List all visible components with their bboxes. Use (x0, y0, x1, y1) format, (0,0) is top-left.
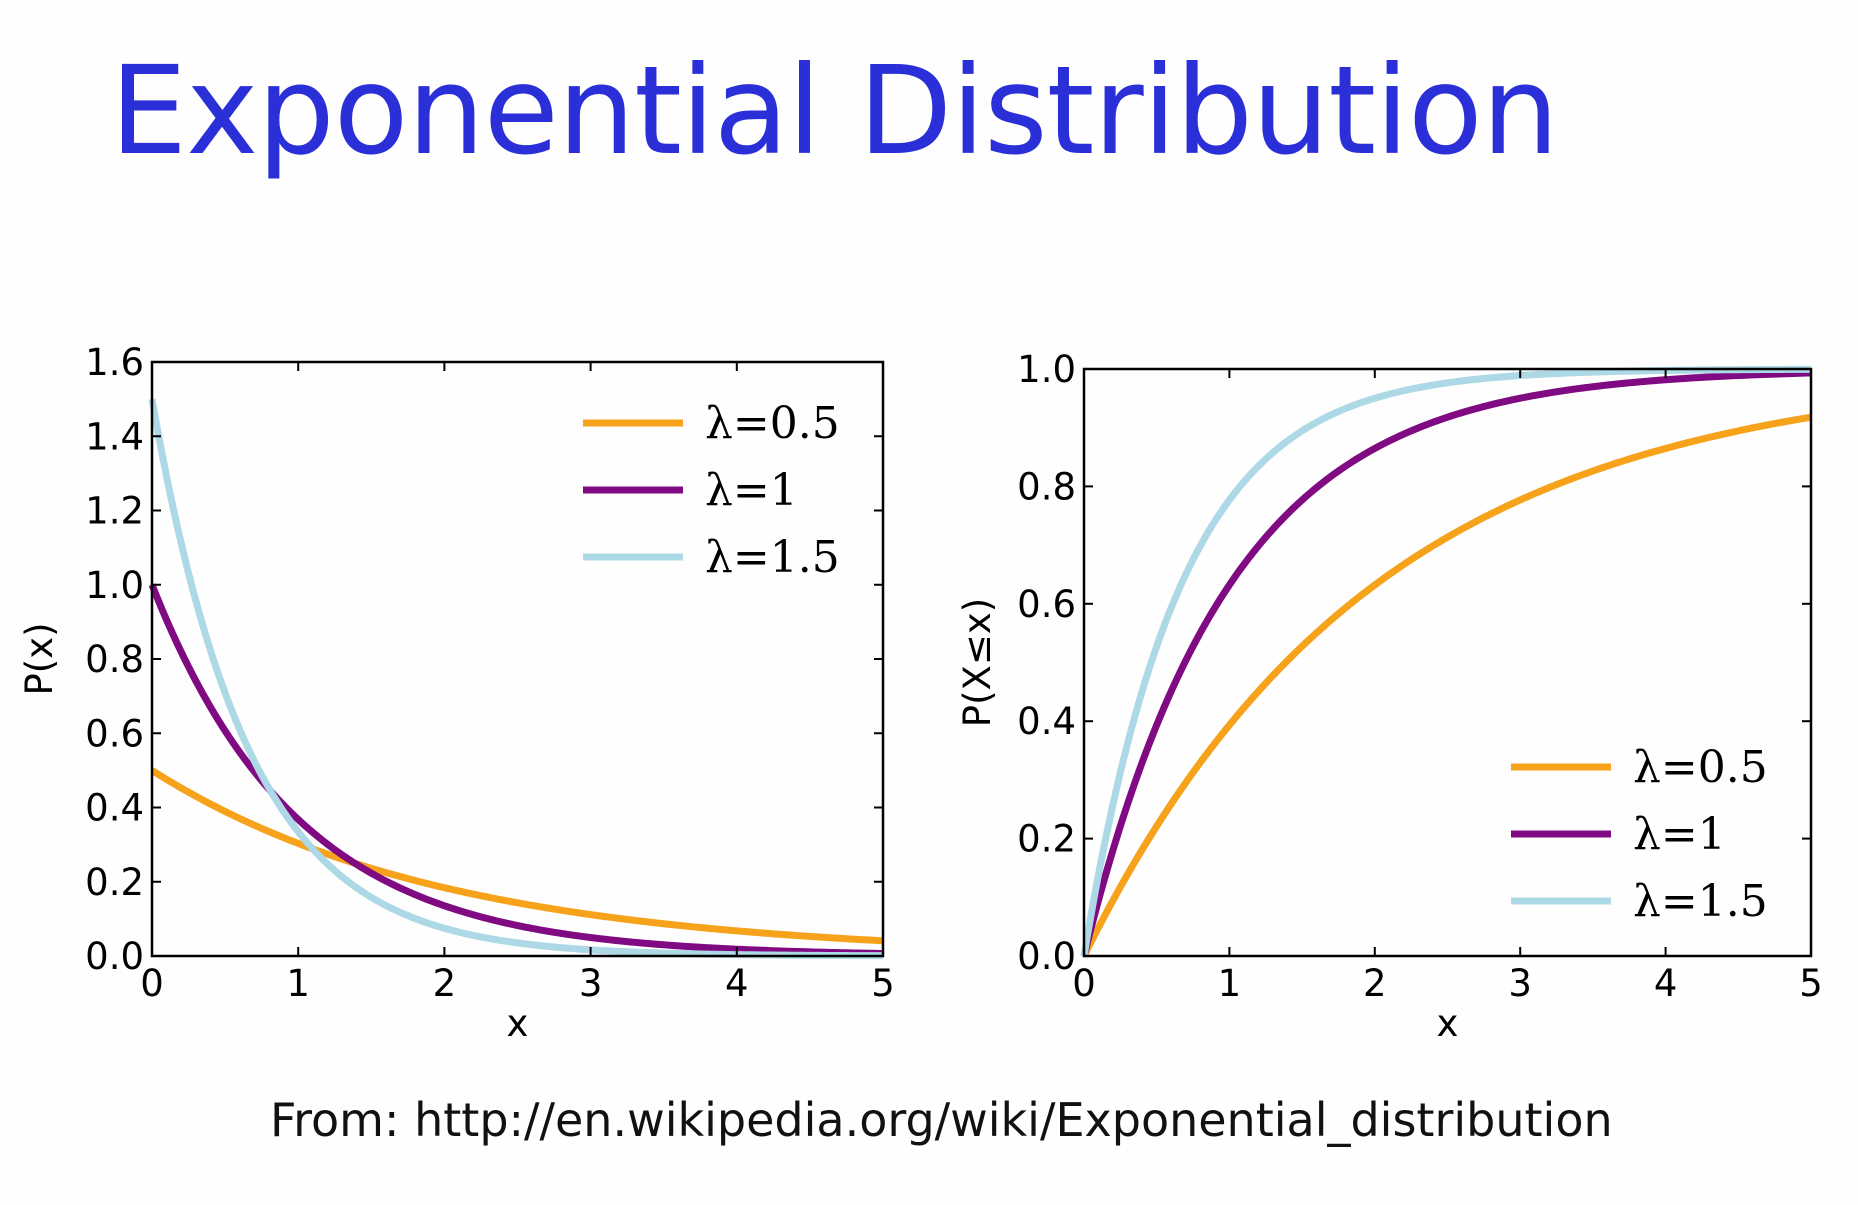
y-tick-label: 0.2 (85, 861, 144, 904)
y-tick-label: 0.8 (85, 638, 144, 681)
legend-label: λ=1.5 (705, 532, 840, 583)
y-tick-label: 0.0 (85, 935, 144, 978)
series-line-2-3 (1080, 365, 1812, 957)
x-tick-label: 1 (1218, 962, 1242, 1005)
x-tick-label: 0 (1072, 962, 1096, 1005)
x-tick-label: 2 (433, 962, 457, 1005)
x-axis-label: x (1437, 1002, 1459, 1045)
x-tick-label: 1 (286, 962, 310, 1005)
y-axis-label: P(X≤x) (956, 598, 999, 727)
y-tick-label: 1.0 (1017, 348, 1076, 391)
series-line-1-1 (150, 767, 884, 945)
series-line-2-1 (1080, 413, 1812, 958)
y-tick-label: 1.6 (85, 341, 144, 384)
y-tick-label: 0.4 (1017, 700, 1076, 743)
y-tick-label: 1.0 (85, 564, 144, 607)
y-tick-label: 1.4 (85, 415, 144, 458)
x-tick-label: 2 (1363, 962, 1387, 1005)
x-tick-label: 3 (1508, 962, 1532, 1005)
x-tick-label: 5 (1799, 962, 1823, 1005)
legend-label: λ=1 (705, 465, 798, 516)
chart-1: 0 1 2 3 4 5 0.0 0.2 0.4 0.6 0.8 1.0 1.2 1.4 1.6 x P(x) λ=… (18, 341, 895, 1045)
x-tick-label: 5 (871, 962, 895, 1005)
x-tick-label: 0 (140, 962, 164, 1005)
plot-frame (150, 360, 885, 958)
legend-label: λ=1 (1633, 809, 1726, 860)
y-tick-label: 1.2 (85, 490, 144, 533)
y-tick-label: 0.6 (85, 712, 144, 755)
y-tick-label: 0.4 (85, 787, 144, 830)
y-tick-label: 0.0 (1017, 935, 1076, 978)
y-axis-label: P(x) (18, 622, 61, 695)
series-line-2-2 (1080, 369, 1812, 957)
legend-label: λ=0.5 (705, 398, 840, 449)
legend-label: λ=0.5 (1633, 742, 1768, 793)
legend-label: λ=1.5 (1633, 876, 1768, 927)
x-tick-label: 4 (1654, 962, 1678, 1005)
y-tick-label: 0.6 (1017, 583, 1076, 626)
x-axis-label: x (507, 1002, 529, 1045)
chart-2: 0 1 2 3 4 5 0.0 0.2 0.4 0.6 0.8 1.0 x P(X≤x) λ=0.5 λ=1 λ… (956, 348, 1823, 1045)
slide-title: Exponential Distribution (110, 40, 1559, 182)
source-citation: From: http://en.wikipedia.org/wiki/Expon… (270, 1093, 1613, 1147)
y-tick-label: 0.2 (1017, 818, 1076, 861)
x-tick-label: 4 (725, 962, 749, 1005)
x-tick-label: 3 (579, 962, 603, 1005)
plot-frame (1082, 367, 1813, 958)
y-tick-label: 0.8 (1017, 465, 1076, 508)
